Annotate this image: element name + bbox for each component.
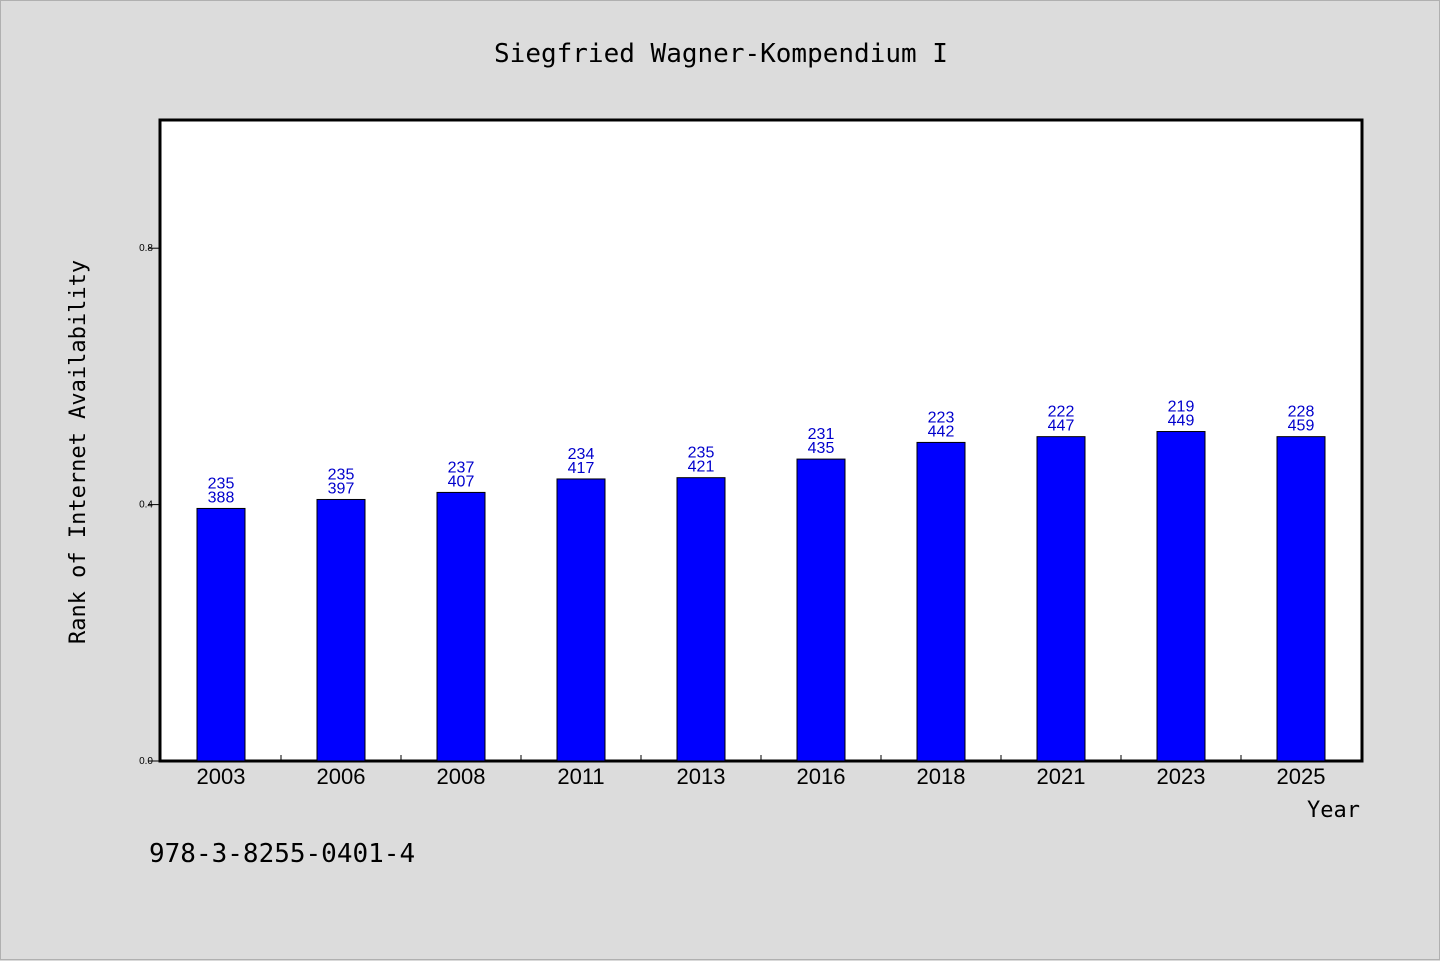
x-axis-label: Year — [1307, 798, 1360, 823]
data-label-top-2013: 235 — [688, 445, 715, 462]
data-label-bottom-2013: 421 — [688, 459, 715, 476]
data-label-bottom-2018: 442 — [928, 423, 955, 440]
data-label-top-2016: 231 — [808, 426, 835, 443]
data-label-top-2003: 235 — [208, 475, 235, 492]
x-tick-label-2018: 2018 — [917, 764, 966, 789]
y-axis-label: Rank of Internet Availability — [66, 260, 91, 644]
bar-2025 — [1276, 436, 1326, 762]
data-label-bottom-2025: 459 — [1288, 418, 1315, 435]
y-tick-label-0.8: 0.8 — [139, 243, 153, 254]
data-label-bottom-2006: 397 — [328, 480, 355, 497]
x-tick-label-2008: 2008 — [437, 764, 486, 789]
data-label-top-2011: 234 — [568, 446, 595, 463]
bar-2008 — [436, 491, 486, 762]
data-label-top-2006: 235 — [328, 466, 355, 483]
data-label-bottom-2011: 417 — [568, 460, 595, 477]
y-ticks-group: 0.0 0.4 0.8 — [139, 243, 160, 767]
bar-2023 — [1156, 431, 1206, 762]
data-label-bottom-2016: 435 — [808, 440, 835, 457]
chart-title: Siegfried Wagner-Kompendium I — [494, 39, 948, 69]
data-label-bottom-2023: 449 — [1168, 413, 1195, 430]
data-label-top-2025: 228 — [1288, 404, 1315, 421]
data-labels-group: 2353882353972374072344172354212314352234… — [208, 399, 1315, 507]
x-tick-label-2013: 2013 — [677, 764, 726, 789]
data-label-top-2023: 219 — [1168, 399, 1195, 416]
y-tick-label-0.4: 0.4 — [139, 500, 153, 511]
data-label-bottom-2003: 388 — [208, 489, 235, 506]
bar-2003 — [196, 507, 246, 762]
x-tick-label-2025: 2025 — [1277, 764, 1326, 789]
x-ticks-group: 2003 2006 2008 2011 2013 2016 2018 2021 2023 2025 — [197, 755, 1326, 789]
data-label-bottom-2021: 447 — [1048, 418, 1075, 435]
x-tick-label-2023: 2023 — [1157, 764, 1206, 789]
isbn-text: 978-3-8255-0401-4 — [149, 839, 415, 869]
bars-group — [196, 431, 1326, 762]
bar-2011 — [556, 478, 606, 762]
bar-2016 — [796, 458, 846, 762]
data-label-top-2021: 222 — [1048, 404, 1075, 421]
x-tick-label-2003: 2003 — [197, 764, 246, 789]
bar-2021 — [1036, 436, 1086, 762]
data-label-top-2008: 237 — [448, 459, 475, 476]
x-tick-label-2011: 2011 — [557, 764, 604, 789]
bar-2006 — [316, 498, 366, 762]
data-label-top-2018: 223 — [928, 409, 955, 426]
bar-2013 — [676, 477, 726, 762]
y-tick-label-0.0: 0.0 — [139, 756, 153, 767]
x-tick-label-2006: 2006 — [317, 764, 366, 789]
x-tick-label-2021: 2021 — [1037, 764, 1086, 789]
x-tick-label-2016: 2016 — [797, 764, 846, 789]
bar-2018 — [916, 441, 966, 762]
data-label-bottom-2008: 407 — [448, 473, 475, 490]
